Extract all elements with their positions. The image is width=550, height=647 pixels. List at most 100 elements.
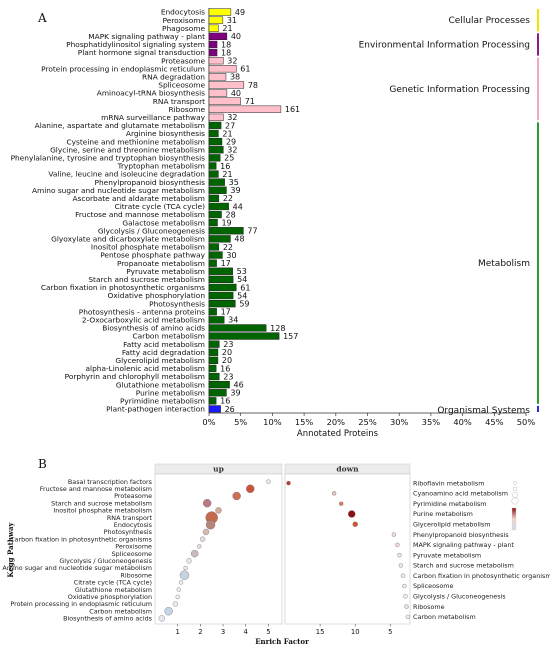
up-pathway-label: Inositol phosphate metabolism (53, 507, 152, 515)
pathway-label: Purine metabolism (136, 388, 205, 397)
value-label: 26 (225, 405, 235, 414)
bar (208, 308, 217, 316)
bar (208, 380, 230, 389)
category-label: Organismal Systems (437, 406, 530, 416)
legend-size-glyph (513, 481, 517, 485)
bar (208, 65, 237, 73)
facet-panel (284, 473, 411, 625)
value-label: 61 (240, 283, 250, 292)
down-bubble (348, 510, 356, 518)
pathway-label: Glycine, serine and threonine metabolism (50, 145, 205, 154)
pathway-label: Ribosome (168, 105, 205, 114)
up-pathway-label: Protein processing in endoplasmic reticu… (10, 600, 152, 608)
value-label: 30 (226, 251, 236, 260)
value-label: 28 (226, 210, 236, 219)
bar (208, 340, 220, 348)
up-bubble (176, 587, 182, 592)
bar (208, 251, 223, 259)
up-bubble (178, 580, 184, 585)
up-x-tick-label: 3 (221, 628, 225, 636)
value-label: 35 (229, 178, 239, 187)
up-pathway-label: Oxidative phosphorylation (68, 593, 152, 601)
value-label: 40 (231, 32, 241, 41)
pathway-label: Phenylalanine, tyrosine and tryptophan b… (11, 153, 206, 162)
down-pathway-label: Pyruvate metabolism (413, 551, 481, 559)
pathway-label: Plant hormone signal transduction (78, 48, 206, 57)
legend-color-bar (511, 507, 517, 531)
pathway-label: Photosynthesis (149, 299, 205, 308)
up-x-tick-label: 2 (198, 628, 202, 636)
pathway-label: Arginine biosynthesis (126, 129, 205, 138)
up-pathway-label: Peroxisome (115, 543, 152, 551)
bar (208, 40, 218, 49)
down-pathway-label: Ribosome (413, 603, 445, 611)
value-label: 157 (283, 332, 298, 341)
value-label: 23 (223, 340, 233, 349)
value-label: 48 (234, 235, 244, 244)
value-label: 32 (227, 56, 237, 65)
bar (208, 73, 227, 81)
pathway-label: Aminoacyl-tRNA biosynthesis (97, 89, 205, 98)
pathway-label: Endocytosis (161, 8, 205, 17)
down-pathway-label: Carbon metabolism (413, 613, 476, 621)
pathway-label: mRNA surveillance pathway (101, 113, 205, 122)
down-bubble (403, 594, 408, 599)
down-pathway-label: Cyanoamino acid metabolism (413, 490, 508, 498)
bar (208, 146, 224, 154)
pathway-label: Tryptophan metabolism (117, 162, 205, 171)
down-bubble (400, 573, 406, 578)
value-label: 18 (221, 40, 231, 49)
x-tick-label: 25% (358, 417, 377, 427)
x-tick-label: 35% (422, 417, 441, 427)
x-tick-label: 40% (453, 417, 472, 427)
value-label: 21 (222, 170, 232, 179)
up-pathway-label: Citrate cycle (TCA cycle) (74, 579, 152, 587)
pathway-label: Phenylpropanoid biosynthesis (95, 178, 206, 187)
bar (208, 267, 233, 275)
value-label: 32 (227, 146, 237, 155)
facet-panel (154, 473, 283, 625)
down-pathway-label: Carbon fixation in photosynthetic organi… (413, 572, 550, 580)
value-label: 16 (220, 162, 230, 171)
up-bubble (202, 528, 210, 536)
up-bubble (183, 565, 188, 571)
bar (208, 137, 223, 146)
value-label: 161 (285, 105, 300, 114)
value-label: 71 (245, 97, 255, 106)
pathway-label: Fructose and mannose metabolism (75, 210, 205, 219)
value-label: 27 (225, 121, 235, 130)
down-bubble (352, 521, 358, 527)
bar (208, 32, 228, 41)
b-x-axis-title: Enrich Factor (255, 637, 309, 646)
bar (208, 291, 234, 300)
bar (208, 275, 234, 284)
x-axis-title: Annotated Proteins (297, 429, 379, 439)
bar (208, 48, 218, 57)
bar (208, 121, 222, 130)
x-tick-label: 20% (327, 417, 346, 427)
value-label: 39 (230, 186, 240, 195)
pathway-label: Peroxisome (163, 16, 206, 25)
down-x-tick-label: 5 (388, 628, 392, 636)
pathway-label: Valine, leucine and isoleucine degradati… (48, 170, 205, 179)
x-tick-label: 45% (485, 417, 504, 427)
pathway-label: MAPK signaling pathway - plant (88, 32, 205, 41)
value-label: 16 (220, 397, 230, 406)
panel-b-letter: B (38, 457, 47, 471)
bar (208, 24, 219, 32)
pathway-label: Glyoxylate and dicarboxylate metabolism (51, 234, 205, 243)
bar (208, 186, 227, 194)
down-pathway-label: Starch and sucrose metabolism (413, 562, 514, 570)
x-tick-label: 30% (390, 417, 409, 427)
down-bubble (391, 532, 397, 537)
up-bubble (158, 615, 166, 622)
value-label: 29 (226, 137, 236, 146)
value-label: 20 (222, 348, 232, 357)
category-label: Cellular Processes (449, 16, 531, 26)
up-pathway-label: Photosynthesis (104, 528, 153, 536)
value-label: 61 (240, 65, 250, 74)
bar (208, 170, 219, 178)
up-pathway-label: Amino sugar and nucleotide sugar metabol… (2, 564, 152, 572)
bar (208, 202, 229, 211)
